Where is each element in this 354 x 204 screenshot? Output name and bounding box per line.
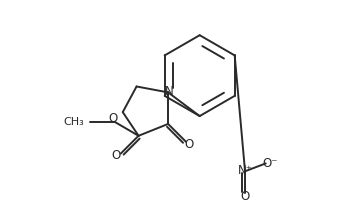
Text: N: N xyxy=(165,85,173,98)
Text: O⁻: O⁻ xyxy=(262,157,278,170)
Text: O: O xyxy=(185,137,194,151)
Text: CH₃: CH₃ xyxy=(64,116,84,127)
Text: N⁺: N⁺ xyxy=(238,164,252,177)
Text: O: O xyxy=(108,112,118,124)
Text: O: O xyxy=(112,149,121,162)
Text: O: O xyxy=(240,190,250,203)
